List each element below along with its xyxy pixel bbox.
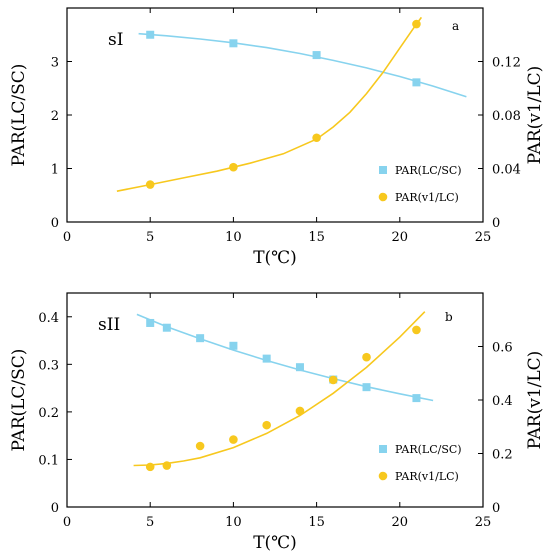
data-point-v1-lc — [162, 461, 172, 470]
y-right-tick-label: 0.08 — [492, 109, 521, 124]
data-point-lc-sc — [196, 334, 205, 343]
chart-panel-b: 0 5 10 15 20 2500.10.20.30.400.20.40.6T(℃)PAR… — [9, 292, 545, 553]
y-left-tick-label: 0 — [51, 216, 59, 231]
data-point-lc-sc — [262, 354, 271, 363]
x-tick-label: 25 — [475, 515, 492, 530]
legend-marker-square — [379, 166, 387, 174]
data-point-v1-lc — [229, 435, 238, 444]
fit-curve-v1-lc — [133, 311, 426, 467]
y-left-axis-title: PAR(LC/SC) — [9, 349, 29, 452]
legend-label: PAR(v1/LC) — [395, 191, 459, 204]
legend-marker-circle — [378, 471, 388, 481]
data-point-lc-sc — [412, 78, 421, 87]
x-tick-label: 5 — [146, 515, 154, 530]
legend: PAR(LC/SC) PAR(v1/LC) — [378, 164, 462, 204]
data-point-v1-lc — [262, 420, 271, 430]
panel-label: sI — [108, 30, 123, 50]
x-tick-label: 10 — [225, 515, 242, 530]
panel-corner-label: b — [445, 310, 453, 324]
x-tick-label: 0 — [63, 230, 71, 245]
data-point-lc-sc — [412, 394, 421, 403]
x-tick-label: 15 — [308, 515, 325, 530]
chart-panel-a: 0 5 10 15 20 25012300.040.080.12T(℃)PAR(LC/SC… — [9, 7, 545, 268]
data-point-v1-lc — [412, 325, 421, 335]
y-left-tick-label: 1 — [51, 163, 59, 178]
x-tick-label: 15 — [308, 230, 325, 245]
y-right-tick-label: 0.6 — [492, 341, 513, 356]
data-point-v1-lc — [145, 180, 155, 189]
y-left-axis-title: PAR(LC/SC) — [9, 64, 29, 167]
data-point-lc-sc — [229, 341, 238, 350]
panel-corner-label: a — [452, 19, 459, 33]
y-left-tick-label: 0.2 — [38, 406, 59, 421]
legend-marker-square — [379, 445, 387, 453]
y-right-axis-title: PAR(v1/LC) — [525, 66, 545, 165]
y-right-tick-label: 0.12 — [492, 56, 521, 71]
x-tick-label: 5 — [146, 230, 154, 245]
x-tick-label: 10 — [225, 230, 242, 245]
y-left-tick-label: 0.3 — [38, 358, 59, 373]
plot-frame — [66, 7, 484, 223]
data-point-lc-sc — [229, 39, 238, 48]
legend: PAR(LC/SC) PAR(v1/LC) — [378, 443, 462, 483]
fit-curve-lc-sc — [138, 32, 467, 98]
y-right-tick-label: 0 — [492, 501, 500, 516]
panel-label: sII — [98, 315, 120, 335]
data-point-lc-sc — [146, 318, 155, 327]
y-left-tick-label: 0.1 — [38, 453, 59, 468]
x-tick-label: 20 — [392, 230, 409, 245]
legend-label: PAR(v1/LC) — [395, 470, 459, 483]
data-point-lc-sc — [162, 323, 171, 332]
y-right-tick-label: 0.2 — [492, 448, 513, 463]
fit-curve-v1-lc — [116, 16, 423, 192]
data-point-v1-lc — [295, 406, 305, 416]
legend-label: PAR(LC/SC) — [395, 164, 462, 177]
x-axis-title: T(℃) — [253, 533, 297, 553]
legend-marker-circle — [378, 192, 388, 202]
y-left-tick-label: 3 — [51, 56, 59, 71]
x-tick-label: 25 — [475, 230, 492, 245]
data-point-lc-sc — [362, 383, 371, 392]
data-point-v1-lc — [362, 352, 371, 362]
data-point-v1-lc — [195, 441, 205, 451]
data-point-v1-lc — [412, 19, 421, 29]
data-point-v1-lc — [145, 462, 155, 472]
y-left-tick-label: 0 — [51, 501, 59, 516]
y-left-tick-label: 0.4 — [38, 311, 59, 326]
data-point-lc-sc — [146, 30, 155, 39]
y-right-axis-title: PAR(v1/LC) — [525, 351, 545, 450]
y-left-tick-label: 2 — [51, 109, 59, 124]
data-point-v1-lc — [312, 133, 321, 143]
x-axis-title: T(℃) — [253, 248, 297, 268]
fit-curve-lc-sc — [136, 313, 434, 402]
data-point-v1-lc — [328, 375, 338, 385]
x-tick-label: 20 — [392, 515, 409, 530]
data-point-lc-sc — [312, 51, 321, 60]
y-right-tick-label: 0 — [492, 216, 500, 231]
x-tick-label: 0 — [63, 515, 71, 530]
data-point-v1-lc — [229, 162, 238, 172]
y-right-tick-label: 0.4 — [492, 394, 513, 409]
data-point-lc-sc — [295, 363, 304, 372]
legend-label: PAR(LC/SC) — [395, 443, 462, 456]
y-right-tick-label: 0.04 — [492, 163, 521, 178]
